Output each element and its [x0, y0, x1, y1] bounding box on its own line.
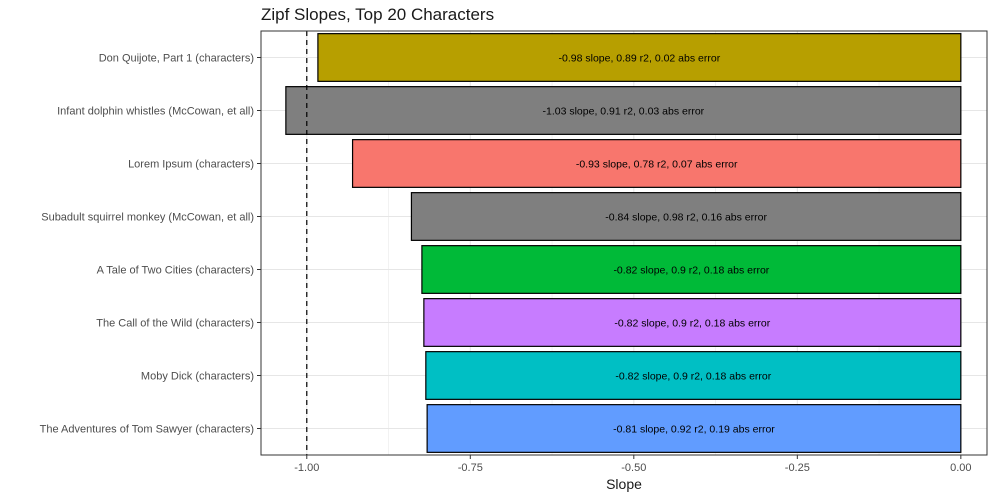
bar-label: -0.82 slope, 0.9 r2, 0.18 abs error — [614, 318, 770, 330]
y-tick-label: Infant dolphin whistles (McCowan, et all… — [57, 106, 254, 118]
bar — [410, 192, 962, 241]
bar-label: -1.03 slope, 0.91 r2, 0.03 abs error — [543, 106, 705, 118]
bar — [426, 404, 962, 453]
y-tick-label: Lorem Ipsum (characters) — [128, 159, 254, 171]
y-tick-label: Don Quijote, Part 1 (characters) — [99, 53, 254, 65]
bar-label: -0.82 slope, 0.9 r2, 0.18 abs error — [615, 371, 771, 383]
x-tick-label: 0.00 — [950, 462, 971, 474]
x-tick-label: -0.75 — [458, 462, 483, 474]
panel-border — [260, 30, 988, 456]
bar-label: -0.82 slope, 0.9 r2, 0.18 abs error — [613, 265, 769, 277]
y-tick-label: A Tale of Two Cities (characters) — [97, 265, 254, 277]
bar-label: -0.98 slope, 0.89 r2, 0.02 abs error — [559, 53, 721, 65]
y-tick-label: Moby Dick (characters) — [141, 371, 254, 383]
bar — [317, 33, 962, 82]
bar — [423, 298, 962, 347]
x-axis-label: Slope — [606, 476, 642, 492]
y-tick-label: Subadult squirrel monkey (McCowan, et al… — [41, 212, 254, 224]
x-tick-label: -0.25 — [785, 462, 810, 474]
x-tick-label: -0.50 — [621, 462, 646, 474]
bar-label: -0.81 slope, 0.92 r2, 0.19 abs error — [613, 424, 775, 436]
x-tick-label: -1.00 — [294, 462, 319, 474]
y-tick-label: The Call of the Wild (characters) — [96, 318, 254, 330]
bar — [285, 86, 962, 135]
bar — [425, 351, 962, 400]
bar-label: -0.84 slope, 0.98 r2, 0.16 abs error — [605, 212, 767, 224]
bar-label: -0.93 slope, 0.78 r2, 0.07 abs error — [576, 159, 738, 171]
chart-title: Zipf Slopes, Top 20 Characters — [261, 5, 495, 24]
y-tick-label: The Adventures of Tom Sawyer (characters… — [40, 424, 254, 436]
bar — [351, 139, 962, 188]
bar — [421, 245, 962, 294]
